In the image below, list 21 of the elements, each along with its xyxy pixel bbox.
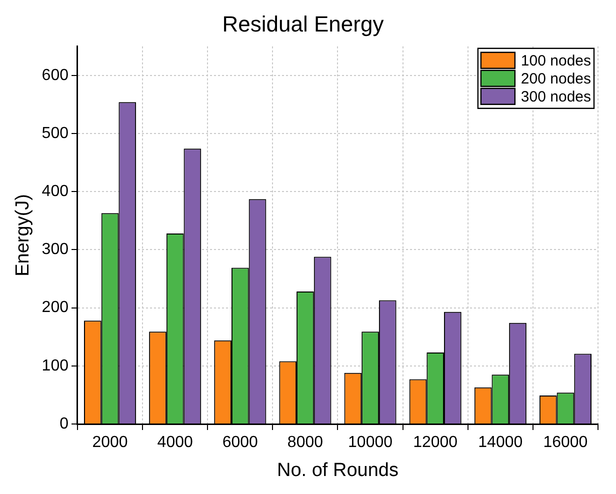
x-tick-label: 10000	[348, 434, 393, 452]
x-tick-label: 6000	[222, 434, 258, 452]
x-tick-label: 4000	[157, 434, 193, 452]
x-tick-label: 12000	[413, 434, 458, 452]
x-axis-title: No. of Rounds	[277, 460, 398, 481]
y-tick-label: 100	[42, 357, 69, 374]
y-tick-label: 200	[42, 299, 69, 316]
y-tick-label: 300	[42, 241, 69, 258]
y-axis-title: Energy(J)	[12, 194, 34, 276]
y-tick-label: 600	[42, 66, 69, 84]
x-tick-label: 16000	[543, 434, 588, 452]
y-tick-label: 500	[42, 124, 69, 142]
x-tick-label: 2000	[92, 434, 128, 452]
x-tick-label: 8000	[287, 434, 324, 452]
x-tick-label: 14000	[478, 434, 523, 452]
y-tick-label: 400	[42, 183, 69, 200]
y-tick-label: 0	[60, 415, 69, 432]
chart-title: Residual Energy	[222, 11, 384, 36]
legend-label: 200 nodes	[520, 70, 592, 88]
legend-label: 100 nodes	[520, 52, 592, 70]
legend-label: 300 nodes	[520, 88, 592, 106]
